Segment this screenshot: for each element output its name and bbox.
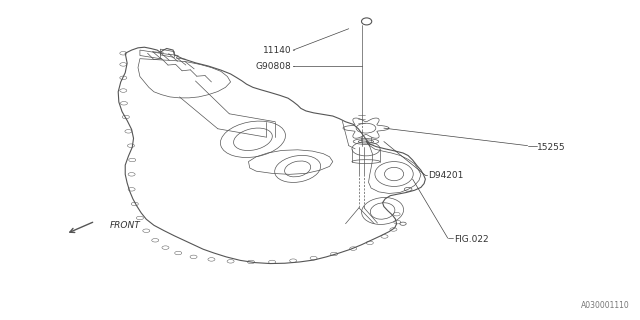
Text: 15255: 15255	[537, 143, 566, 152]
Text: A030001110: A030001110	[581, 301, 630, 310]
Text: D94201: D94201	[429, 172, 464, 180]
Text: FRONT: FRONT	[109, 221, 140, 230]
Text: 11140: 11140	[262, 45, 291, 55]
Text: G90808: G90808	[255, 61, 291, 70]
Text: FIG.022: FIG.022	[454, 235, 489, 244]
